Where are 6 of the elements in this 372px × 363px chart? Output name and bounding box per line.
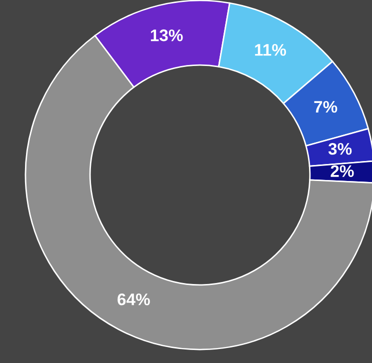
data-label: 2% xyxy=(330,165,354,177)
data-label: 3% xyxy=(328,142,352,155)
data-label: 13% xyxy=(150,29,183,42)
data-label: 11% xyxy=(255,44,286,56)
data-label: 7% xyxy=(314,100,338,113)
data-label: 64% xyxy=(118,293,150,306)
